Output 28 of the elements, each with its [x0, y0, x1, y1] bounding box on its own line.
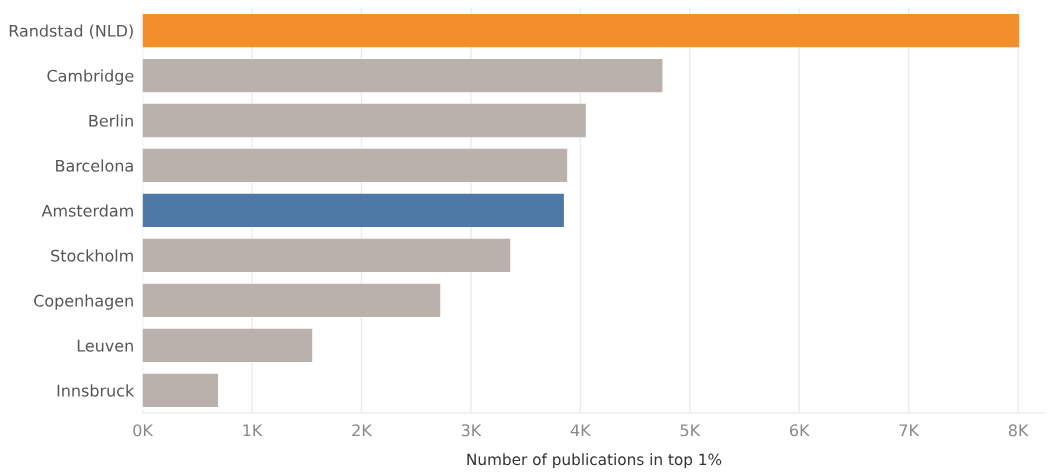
y-tick-label: Cambridge	[47, 69, 134, 85]
y-tick-label: Copenhagen	[34, 294, 133, 310]
bar	[142, 103, 586, 138]
y-tick-label: Barcelona	[56, 159, 133, 172]
x-tick-label: 7K	[899, 424, 920, 437]
y-tick-label: Leuven	[77, 339, 133, 352]
bar	[142, 193, 564, 228]
y-tick-label: Amsterdam	[41, 204, 133, 217]
y-tick-label: Innsbruck	[57, 384, 135, 397]
bar	[142, 238, 511, 273]
y-tick-label: Stockholm	[51, 249, 133, 262]
bar	[142, 373, 219, 408]
x-tick-label: 1K	[243, 424, 263, 437]
y-tick-label: Berlin	[89, 114, 133, 127]
x-tick-label: 5K	[680, 424, 701, 437]
bar	[142, 148, 568, 183]
x-tick-label: 4K	[570, 424, 591, 437]
bar	[142, 58, 663, 93]
y-tick-label: Randstad (NLD)	[9, 24, 133, 39]
bar	[142, 328, 313, 363]
x-tick-label: 3K	[461, 424, 482, 437]
x-axis-title: Number of publications in top 1%	[467, 453, 722, 469]
x-tick-label: 6K	[790, 424, 810, 437]
bar	[142, 283, 441, 318]
x-tick-label: 0K	[133, 424, 154, 437]
x-tick-label: 2K	[352, 424, 373, 437]
x-tick-label: 8K	[1008, 424, 1029, 437]
bar	[142, 13, 1020, 48]
